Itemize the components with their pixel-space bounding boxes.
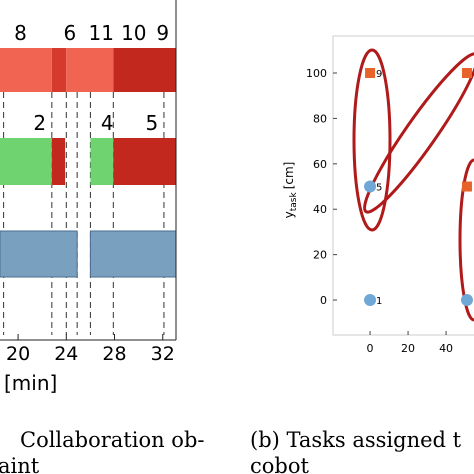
task-label: 6 xyxy=(64,21,77,45)
axes-box xyxy=(332,35,474,336)
task-bar xyxy=(51,138,66,185)
left-panel: 8 6 11 10 92 4 520 24 28 32[min]Collaboration ob-… xyxy=(0,0,205,474)
y-tick-label: 100 xyxy=(306,67,327,80)
caption: aint xyxy=(0,454,40,474)
task-label: 8 xyxy=(14,21,27,45)
y-tick-label: 20 xyxy=(313,249,327,262)
task-bar xyxy=(90,138,114,185)
x-tick-label: 28 xyxy=(102,343,126,365)
y-axis-label-part: task xyxy=(289,192,299,212)
task-label: 5 xyxy=(146,111,159,135)
task-label: 10 xyxy=(121,21,146,45)
ellipse xyxy=(458,158,474,322)
task-point xyxy=(365,68,376,79)
task-bar xyxy=(0,230,78,278)
y-axis-label-part: [cm] xyxy=(282,162,296,190)
task-bar xyxy=(89,230,177,278)
y-tick-label: 80 xyxy=(313,112,327,125)
task-bar xyxy=(51,48,67,92)
x-tick-label: 20 xyxy=(401,342,415,355)
task-label: 11 xyxy=(89,21,114,45)
task-label: 4 xyxy=(101,111,114,135)
task-point xyxy=(364,294,377,307)
ellipse xyxy=(352,48,392,232)
point-label: 1 xyxy=(376,296,382,307)
point-label: 9 xyxy=(376,69,382,80)
caption: (b) Tasks assigned t xyxy=(250,428,462,452)
point-label: 5 xyxy=(376,183,382,194)
y-tick-label: 0 xyxy=(320,294,327,307)
y-axis-label: ytask [cm] xyxy=(282,162,299,219)
y-tick-label: 60 xyxy=(313,158,327,171)
x-tick-label: 32 xyxy=(151,343,175,365)
task-bar xyxy=(113,138,176,185)
x-tick-label: 40 xyxy=(439,342,453,355)
caption: Collaboration ob- xyxy=(20,428,205,452)
y-axis-label-part: y xyxy=(282,211,296,218)
task-point xyxy=(461,181,472,192)
x-axis-label: [min] xyxy=(4,371,57,395)
x-tick-label: 0 xyxy=(367,342,374,355)
task-bar xyxy=(0,138,52,185)
task-bar xyxy=(66,48,114,92)
caption: cobot xyxy=(250,454,309,474)
cluster-ellipses xyxy=(352,48,474,322)
x-tick-label: 24 xyxy=(54,343,78,365)
x-tick-label: 20 xyxy=(6,343,30,365)
right-panel: 0 20 40 60 80 100 0 20 40 ytask [cm] 1 5 9 (b) Tasks a… xyxy=(250,35,474,474)
task-point xyxy=(460,294,473,307)
task-bar xyxy=(0,48,52,92)
y-tick-label: 40 xyxy=(313,203,327,216)
task-label: 9 xyxy=(156,21,169,45)
task-point xyxy=(461,68,472,79)
task-point xyxy=(364,180,377,193)
task-bar xyxy=(113,48,176,92)
task-label: 2 xyxy=(33,111,46,135)
ellipse xyxy=(363,52,474,214)
